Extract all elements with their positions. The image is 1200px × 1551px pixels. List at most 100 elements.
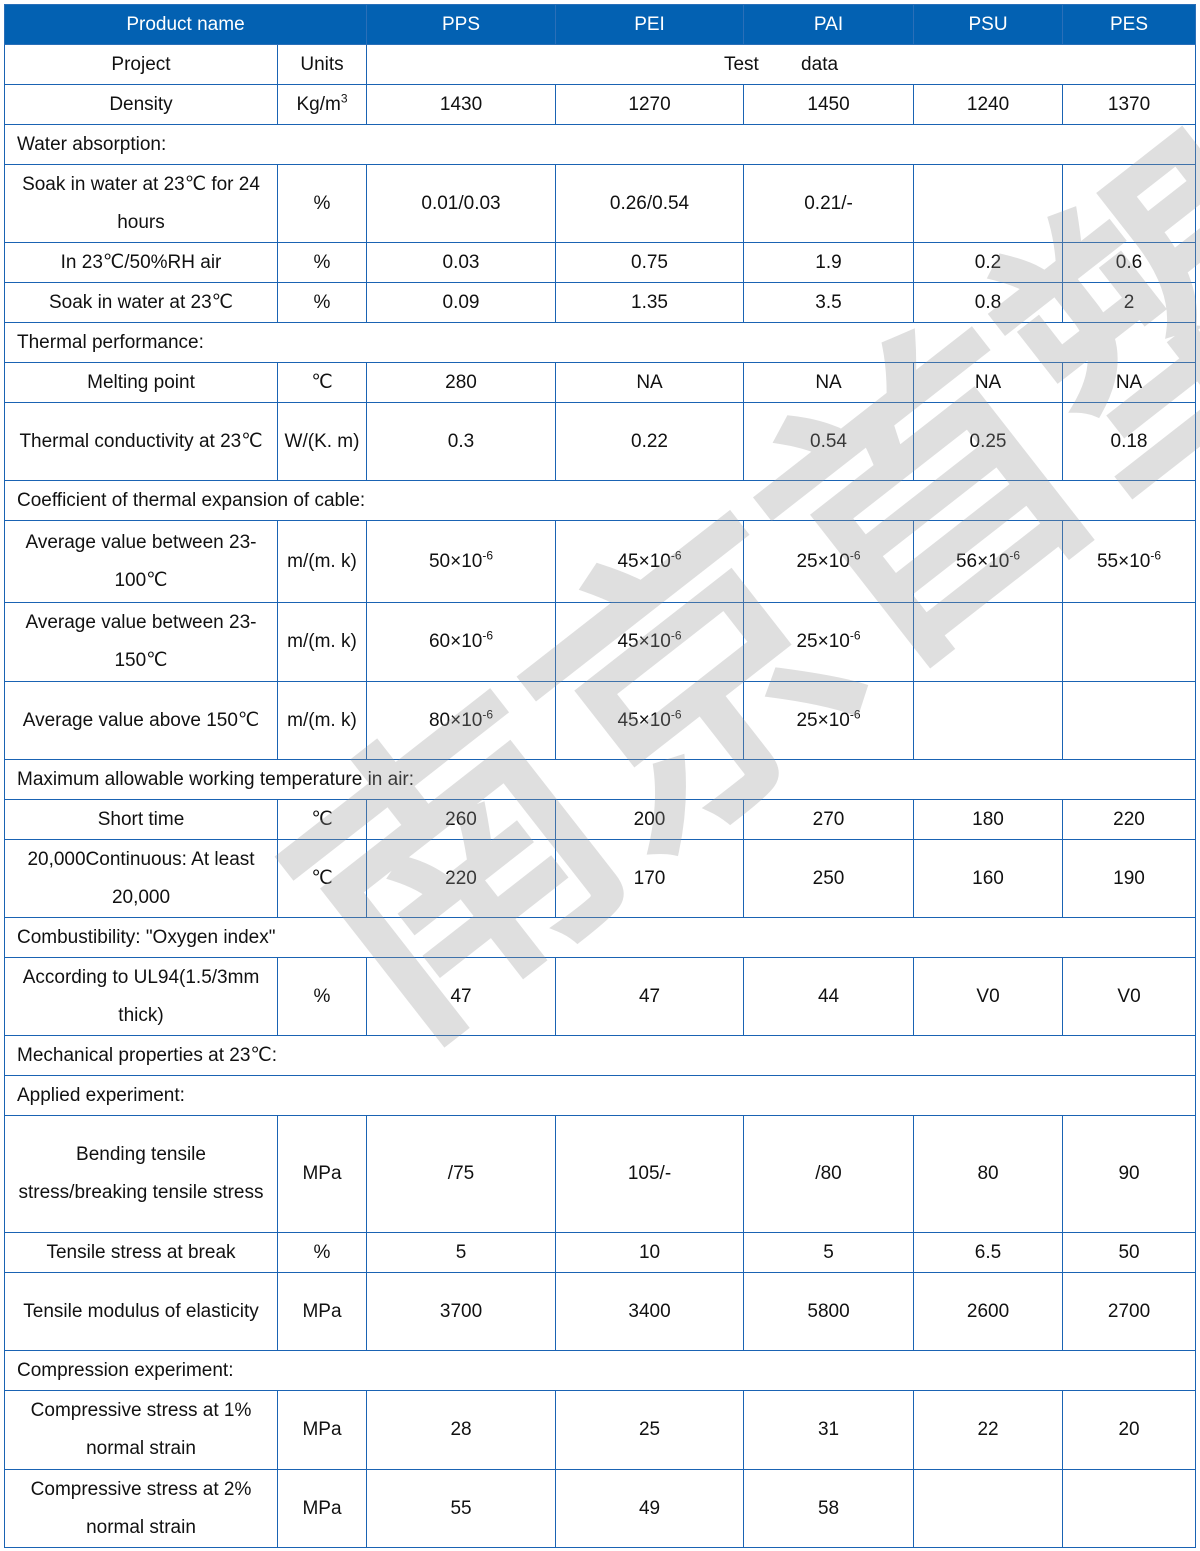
value-cell: 44 xyxy=(743,957,915,1036)
value-cell: 0.2 xyxy=(913,242,1064,283)
value-cell: 0.25 xyxy=(913,402,1064,481)
unit-cell: % xyxy=(276,282,368,323)
unit-cell: Kg/m3 xyxy=(276,84,368,125)
value-cell: 55 xyxy=(366,1469,557,1548)
value-cell: 50×10-6 xyxy=(366,520,557,603)
table-row: 20,000Continuous: At least 20,000 ℃ 220 170… xyxy=(4,839,1197,918)
table-row: Average value above 150℃ m/(m. k) 80×10-6 4… xyxy=(4,681,1197,760)
value-cell: 0.01/0.03 xyxy=(366,164,557,243)
value-cell: 25×10-6 xyxy=(743,520,915,603)
table-row: Soak in water at 23℃% 0.09 1.35 3.5 0.8 2 xyxy=(4,282,1197,323)
value-cell: 31 xyxy=(743,1390,915,1470)
value-cell: 25×10-6 xyxy=(743,602,915,682)
value-cell: 1.35 xyxy=(555,282,745,323)
unit-cell: % xyxy=(276,1232,368,1273)
product-name-header: Product name xyxy=(3,4,368,45)
property-label: Soak in water at 23℃ xyxy=(4,282,278,323)
table-row: Density Kg/m3 1430 1270 1450 1240 1370 xyxy=(4,84,1197,125)
value-cell: 0.3 xyxy=(366,402,557,481)
property-label: Bending tensile stress/breaking tensile … xyxy=(4,1115,278,1233)
value-cell: 0.22 xyxy=(555,402,745,481)
value-base: 45×10 xyxy=(617,631,671,652)
table-row: Tensile stress at break% 5 10 5 6.5 50 xyxy=(4,1232,1197,1273)
material-header: PAI xyxy=(743,4,915,45)
section-row: Water absorption: xyxy=(3,124,1197,165)
table-row: Average value between 23-100℃ m/(m. k) 50×… xyxy=(4,520,1197,603)
value-cell: 5 xyxy=(366,1232,557,1273)
test-data-header: Test data xyxy=(366,44,1197,85)
property-label: Short time xyxy=(4,799,278,840)
value-cell xyxy=(913,602,1064,682)
value-exponent: -6 xyxy=(482,707,494,722)
section-title: Coefficient of thermal expansion of cabl… xyxy=(3,480,1197,521)
value-cell: NA xyxy=(555,362,745,403)
section-row: Thermal performance: xyxy=(3,322,1197,363)
subheader-row: Project Units Test data xyxy=(4,44,1197,85)
value-exponent: -6 xyxy=(670,707,682,722)
value-cell: 0.54 xyxy=(743,402,915,481)
value-cell: 0.03 xyxy=(366,242,557,283)
value-base: 25×10 xyxy=(796,550,850,572)
value-cell: 2 xyxy=(1062,282,1197,323)
property-label: Compressive stress at 1% normal strain xyxy=(4,1390,278,1470)
table-row: Compressive stress at 2% normal strain MP… xyxy=(4,1469,1197,1548)
unit-cell: MPa xyxy=(276,1115,368,1233)
value-cell: 1240 xyxy=(913,84,1064,125)
section-row: Coefficient of thermal expansion of cabl… xyxy=(3,480,1197,521)
value-cell: 0.09 xyxy=(366,282,557,323)
material-header: PSU xyxy=(913,4,1064,45)
value-cell: 0.21/- xyxy=(743,164,915,243)
value-cell: 5800 xyxy=(743,1272,915,1351)
value-cell: 220 xyxy=(366,839,557,918)
value-cell: V0 xyxy=(913,957,1064,1036)
material-header: PEI xyxy=(555,4,745,45)
value-exponent: -6 xyxy=(849,707,861,722)
value-cell: 50 xyxy=(1062,1232,1197,1273)
section-title: Compression experiment: xyxy=(3,1350,1197,1391)
value-cell: 55×10-6 xyxy=(1062,520,1197,603)
unit-cell: % xyxy=(276,164,368,243)
value-base: 56×10 xyxy=(955,550,1010,572)
value-cell: 45×10-6 xyxy=(555,681,745,760)
section-row: Maximum allowable working temperature in… xyxy=(3,759,1197,800)
value-cell: 28 xyxy=(366,1390,557,1470)
value-base: Kg/m xyxy=(296,93,341,115)
value-cell: 2700 xyxy=(1062,1272,1197,1351)
section-title: Maximum allowable working temperature in… xyxy=(3,759,1197,800)
value-cell: 25×10-6 xyxy=(743,681,915,760)
material-header: PPS xyxy=(366,4,557,45)
value-base: 60×10 xyxy=(428,631,483,652)
value-base: 45×10 xyxy=(617,709,671,731)
value-base: 55×10 xyxy=(1096,550,1151,572)
section-title: Combustibility: "Oxygen index" xyxy=(3,917,1197,958)
property-label: Average value between 23-150℃ xyxy=(4,602,278,682)
value-cell: 45×10-6 xyxy=(555,520,745,603)
value-exponent: -6 xyxy=(670,628,682,643)
value-cell: 60×10-6 xyxy=(366,602,557,682)
property-label: Average value above 150℃ xyxy=(4,681,278,760)
value-cell: 47 xyxy=(366,957,557,1036)
value-cell: /80 xyxy=(743,1115,915,1233)
unit-cell: W/(K. m) xyxy=(276,402,368,481)
value-cell: 80×10-6 xyxy=(366,681,557,760)
property-label: 20,000Continuous: At least 20,000 xyxy=(4,839,278,918)
property-label: According to UL94(1.5/3mm thick) xyxy=(4,957,278,1036)
material-header: PES xyxy=(1062,4,1197,45)
value-cell: 3700 xyxy=(366,1272,557,1351)
value-exponent: -6 xyxy=(849,628,861,643)
value-cell: 20 xyxy=(1062,1390,1197,1470)
value-cell: 270 xyxy=(743,799,915,840)
value-base: 45×10 xyxy=(617,550,671,572)
value-cell: 0.8 xyxy=(913,282,1064,323)
value-cell: 1270 xyxy=(555,84,745,125)
value-base: 50×10 xyxy=(428,550,483,572)
section-row: Mechanical properties at 23℃: xyxy=(3,1035,1197,1076)
unit-cell: % xyxy=(276,957,368,1036)
value-exponent: -6 xyxy=(482,628,494,643)
unit-cell: MPa xyxy=(276,1390,368,1470)
value-cell: 10 xyxy=(555,1232,745,1273)
property-label: Density xyxy=(4,84,278,125)
property-label: Thermal conductivity at 23℃ xyxy=(4,402,278,481)
value-cell xyxy=(1062,164,1197,243)
value-cell: 160 xyxy=(913,839,1064,918)
